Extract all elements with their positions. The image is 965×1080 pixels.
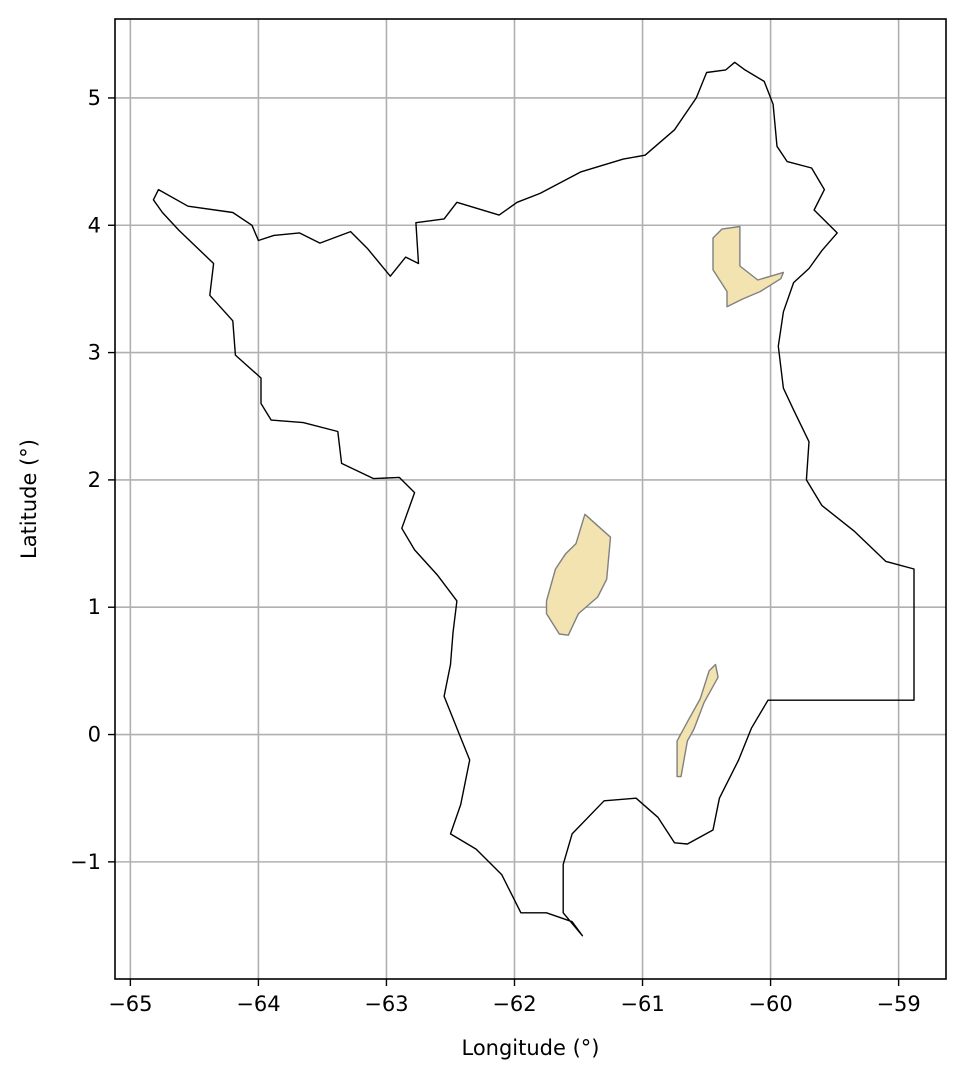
y-tick-label: 1 [88, 595, 101, 619]
x-tick-label: −59 [876, 992, 920, 1016]
region-outline [152, 61, 915, 937]
highlighted-area [712, 225, 785, 308]
x-tick-label: −60 [748, 992, 792, 1016]
y-tick-label: 0 [88, 723, 101, 747]
grid-lines [115, 19, 946, 979]
x-axis-label: Longitude (°) [461, 1036, 599, 1060]
x-tick-label: −65 [108, 992, 152, 1016]
highlighted-areas [545, 225, 785, 778]
y-tick-label: 2 [88, 468, 101, 492]
x-tick-label: −62 [492, 992, 536, 1016]
plot-frame [114, 18, 947, 980]
x-tick-label: −61 [620, 992, 664, 1016]
x-tick-labels: −65 −64 −63 −62 −61 −60 −59 [108, 992, 921, 1016]
y-tick-labels: −1 0 1 2 3 4 5 [70, 86, 101, 874]
y-tick-label: 4 [88, 213, 101, 237]
highlighted-area [545, 513, 612, 636]
y-tick-label: 3 [88, 341, 101, 365]
axis-ticks [108, 97, 900, 986]
x-tick-label: −64 [236, 992, 280, 1016]
region-boundary [152, 61, 915, 937]
x-tick-label: −63 [364, 992, 408, 1016]
highlighted-area [676, 663, 719, 778]
y-tick-label: 5 [88, 86, 101, 110]
y-axis-label: Latitude (°) [17, 439, 41, 559]
y-tick-label: −1 [70, 850, 101, 874]
